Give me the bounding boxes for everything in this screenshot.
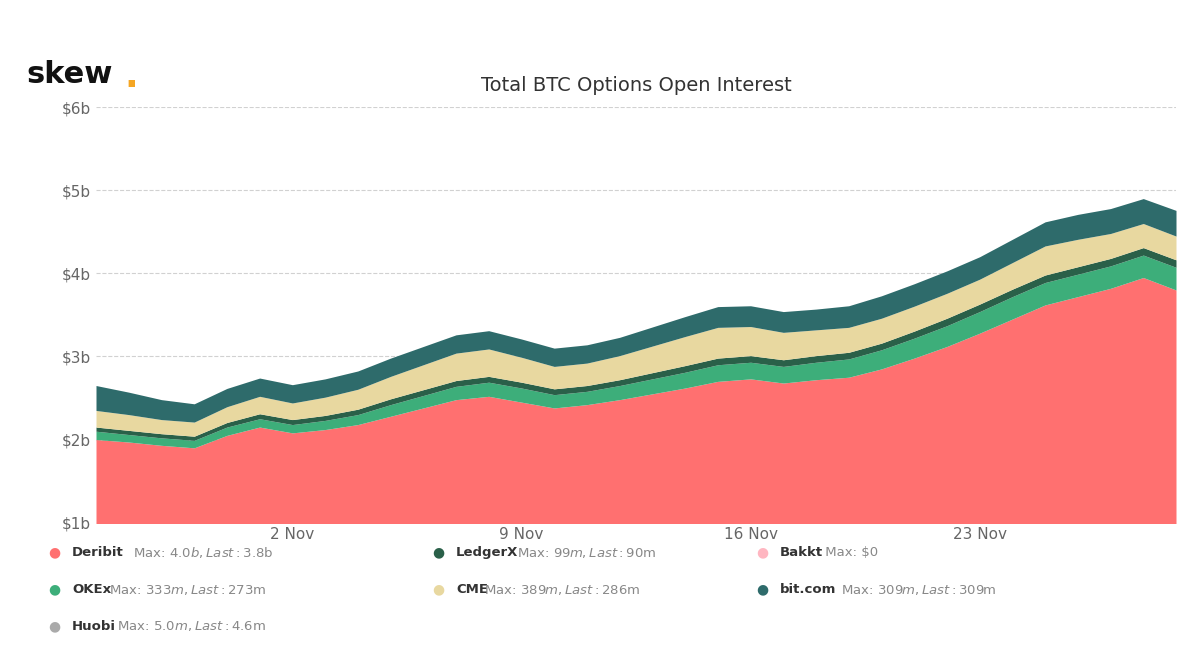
Text: ●: ●	[432, 583, 444, 596]
Text: ●: ●	[756, 546, 768, 559]
Text: Huobi: Huobi	[72, 620, 116, 633]
Text: LedgerX: LedgerX	[456, 546, 518, 559]
Text: ●: ●	[756, 583, 768, 596]
Text: Max: $0: Max: $0	[821, 546, 878, 559]
Text: ●: ●	[48, 620, 60, 633]
Text: Bakkt: Bakkt	[780, 546, 823, 559]
Title: Total BTC Options Open Interest: Total BTC Options Open Interest	[481, 76, 791, 94]
Text: .: .	[125, 60, 138, 94]
Text: CME: CME	[456, 583, 488, 596]
Text: bit.com: bit.com	[780, 583, 836, 596]
Text: skew: skew	[26, 60, 113, 89]
Text: Max: $99m, Last: $90m: Max: $99m, Last: $90m	[514, 546, 656, 559]
Text: Max: $5.0m, Last: $4.6m: Max: $5.0m, Last: $4.6m	[113, 620, 266, 633]
Text: Max: $309m, Last: $309m: Max: $309m, Last: $309m	[838, 583, 996, 596]
Text: ●: ●	[432, 546, 444, 559]
Text: Deribit: Deribit	[72, 546, 124, 559]
Text: Max: $4.0b, Last: $3.8b: Max: $4.0b, Last: $3.8b	[130, 545, 274, 560]
Text: ●: ●	[48, 583, 60, 596]
Text: Max: $333m, Last: $273m: Max: $333m, Last: $273m	[104, 583, 265, 596]
Text: ●: ●	[48, 546, 60, 559]
Text: OKEx: OKEx	[72, 583, 112, 596]
Text: Max: $389m, Last: $286m: Max: $389m, Last: $286m	[480, 583, 641, 596]
